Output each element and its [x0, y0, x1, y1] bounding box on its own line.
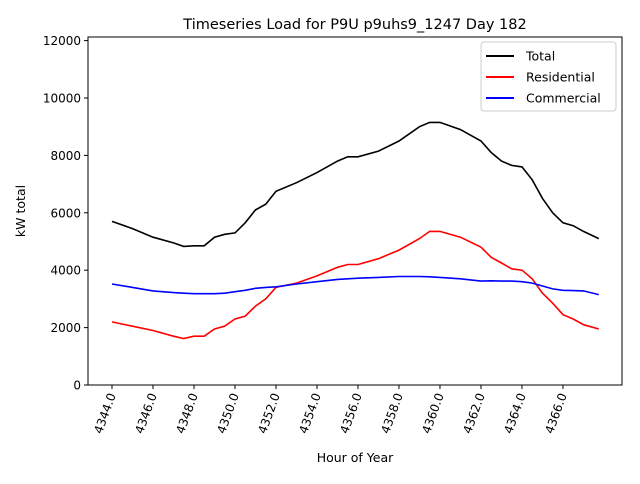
plot-frame — [87, 36, 623, 386]
x-axis-label: Hour of Year — [317, 450, 394, 465]
y-tick-label: 12000 — [43, 34, 81, 48]
x-tick-label: 4352.0 — [255, 391, 283, 435]
y-tick-label: 10000 — [43, 91, 81, 105]
x-tick-label: 4350.0 — [214, 391, 242, 435]
series-line-total — [111, 121, 600, 248]
legend-label-residential: Residential — [526, 70, 595, 85]
series-line-commercial — [111, 275, 599, 296]
legend-label-total: Total — [525, 49, 555, 64]
x-tick-label: 4344.0 — [91, 391, 119, 435]
x-tick-label: 4348.0 — [173, 391, 201, 435]
x-tick-label: 4360.0 — [419, 391, 447, 435]
x-tick-label: 4364.0 — [501, 391, 529, 435]
x-tick-label: 4354.0 — [296, 391, 324, 435]
y-tick-label: 8000 — [50, 149, 81, 163]
x-tick-label: 4346.0 — [132, 391, 160, 435]
legend: Total Residential Commercial — [480, 41, 617, 112]
y-tick-label: 0 — [73, 379, 81, 393]
y-tick-label: 2000 — [50, 321, 81, 335]
y-tick-label: 4000 — [50, 264, 81, 278]
y-tick-label: 6000 — [50, 206, 81, 220]
series-line-residential — [111, 230, 600, 340]
x-tick-label: 4362.0 — [460, 391, 488, 435]
legend-label-commercial: Commercial — [526, 91, 601, 106]
x-tick-label: 4356.0 — [337, 391, 365, 435]
y-axis-label: kW total — [13, 185, 28, 237]
x-tick-label: 4366.0 — [542, 391, 570, 435]
chart-title: Timeseries Load for P9U p9uhs9_1247 Day … — [182, 17, 526, 33]
x-tick-label: 4358.0 — [378, 391, 406, 435]
